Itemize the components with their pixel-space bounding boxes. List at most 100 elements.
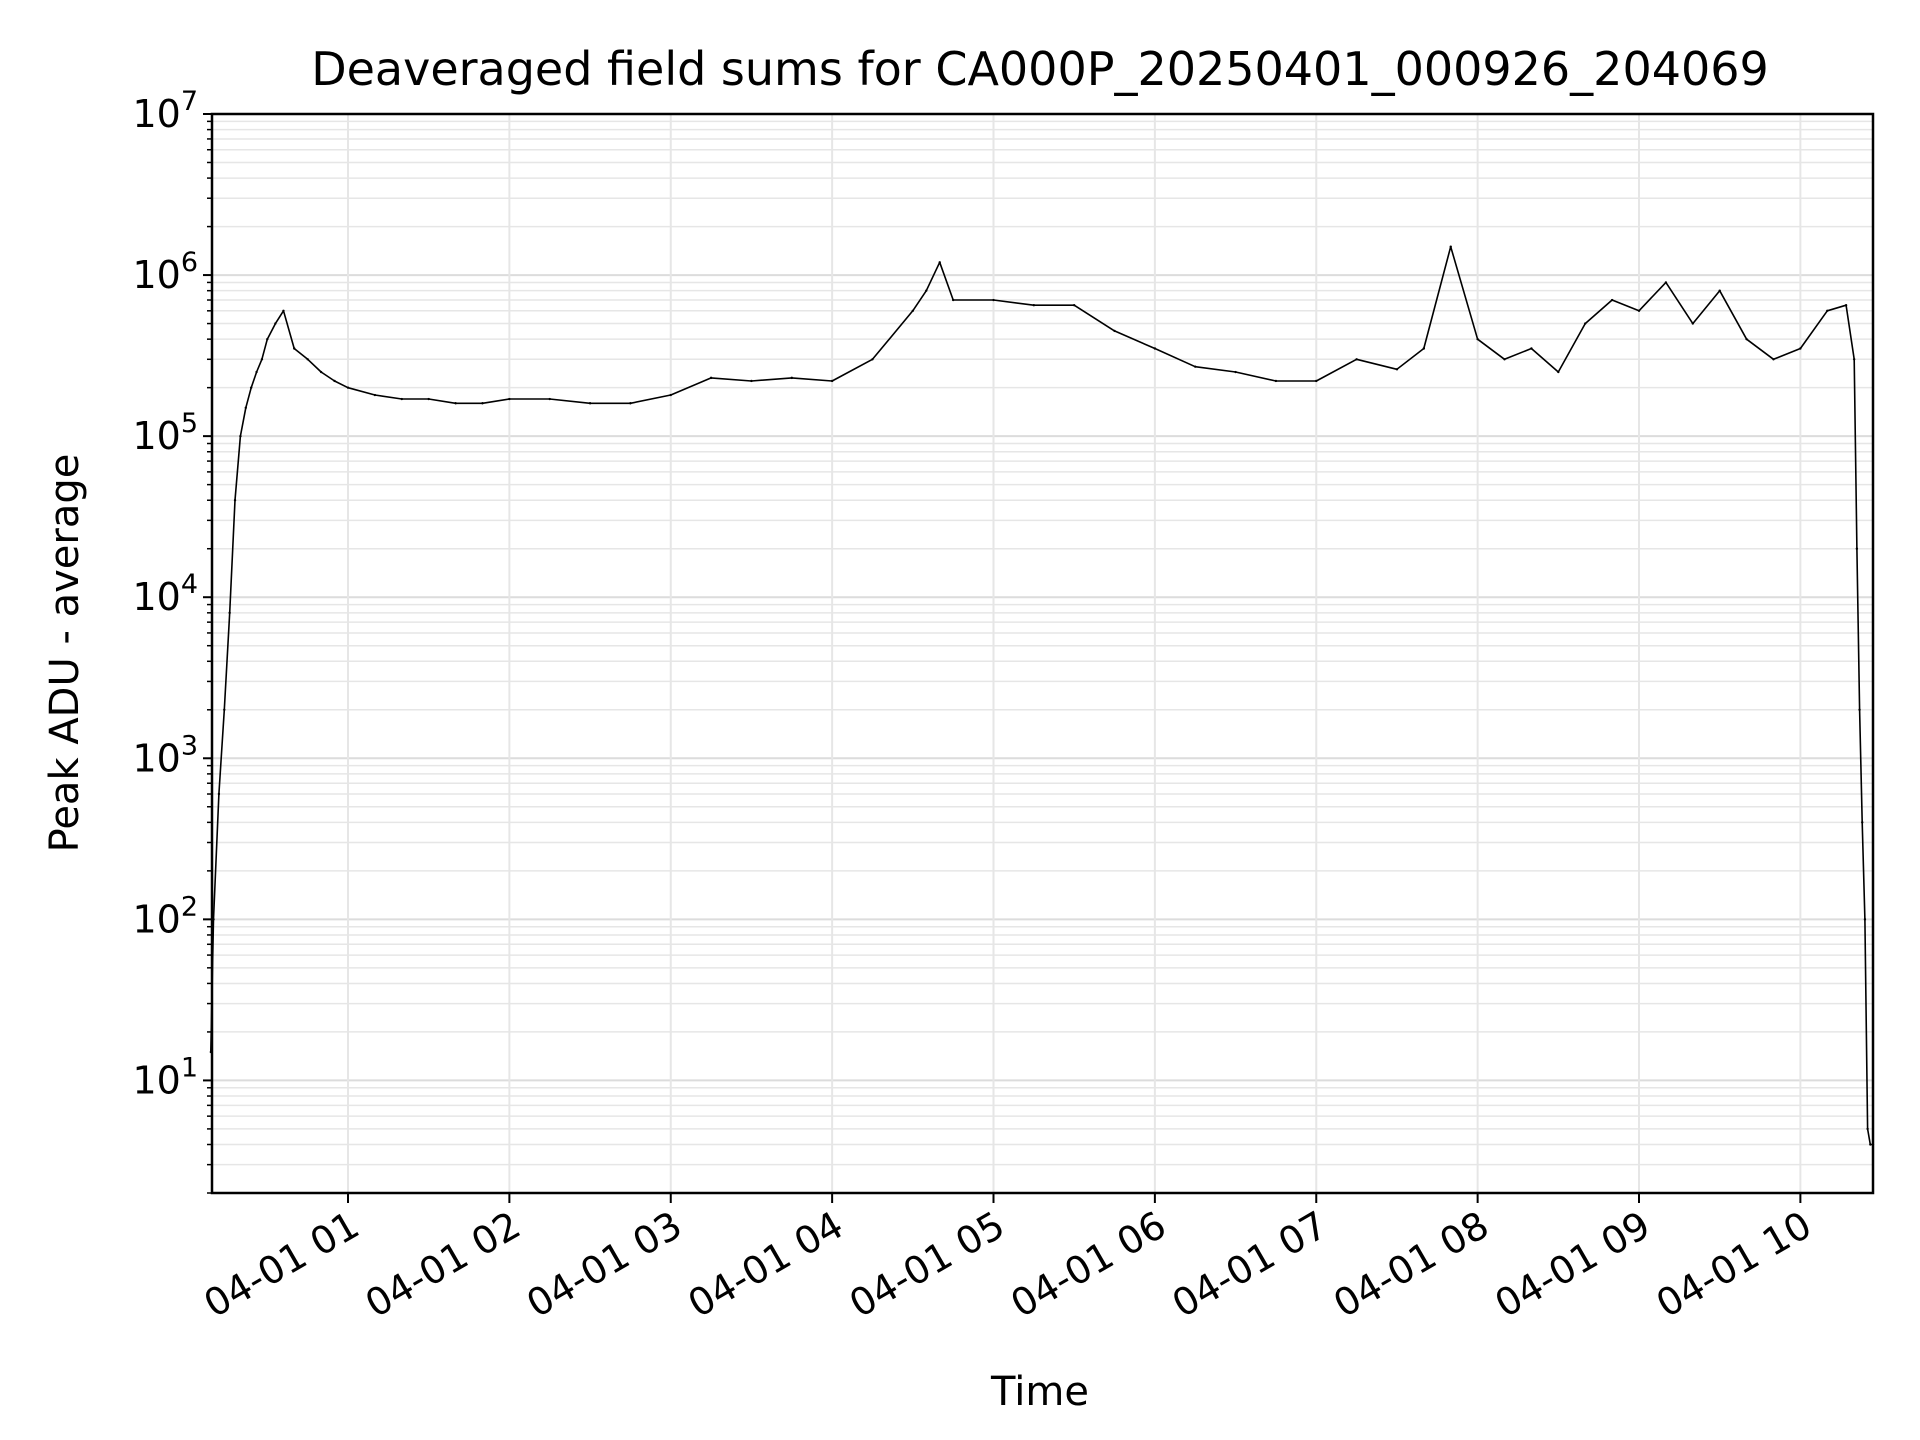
data-point bbox=[1449, 245, 1452, 248]
data-point bbox=[260, 358, 264, 361]
data-point bbox=[217, 792, 221, 796]
data-point bbox=[1861, 821, 1864, 824]
data-point bbox=[1664, 281, 1668, 284]
data-point bbox=[1274, 379, 1278, 383]
data-point bbox=[548, 397, 551, 401]
x-axis-label: Time bbox=[990, 1369, 1089, 1415]
data-point bbox=[1799, 347, 1802, 350]
data-point bbox=[1072, 304, 1076, 307]
series-line bbox=[210, 245, 1873, 1146]
data-point bbox=[1503, 358, 1506, 361]
y-tick-base: 10 bbox=[132, 92, 180, 136]
y-tick-exponent: 6 bbox=[181, 247, 198, 278]
data-point bbox=[911, 309, 915, 313]
y-tick-base: 10 bbox=[132, 736, 180, 780]
data-point bbox=[306, 358, 309, 361]
data-point bbox=[871, 358, 874, 361]
data-point bbox=[1422, 347, 1426, 350]
data-point bbox=[266, 337, 269, 341]
y-tick-exponent: 3 bbox=[181, 730, 198, 761]
data-point bbox=[1395, 368, 1399, 371]
data-point bbox=[629, 402, 632, 405]
data-point bbox=[244, 406, 247, 409]
data-point bbox=[1855, 547, 1859, 550]
data-point bbox=[508, 397, 511, 401]
y-tick-exponent: 2 bbox=[181, 891, 198, 922]
data-point bbox=[1530, 347, 1533, 350]
data-point bbox=[1234, 370, 1237, 374]
data-point bbox=[239, 434, 242, 438]
y-tick-exponent: 1 bbox=[181, 1052, 198, 1083]
data-point bbox=[1584, 322, 1587, 325]
data-point bbox=[274, 322, 277, 325]
data-point bbox=[223, 708, 226, 711]
y-axis-label: Peak ADU - average bbox=[42, 454, 88, 853]
data-point bbox=[750, 379, 753, 383]
data-point bbox=[1866, 1127, 1869, 1131]
data-point bbox=[830, 379, 834, 383]
data-point bbox=[1637, 309, 1641, 313]
data-point bbox=[992, 298, 995, 302]
data-point bbox=[233, 499, 237, 502]
y-tick-base: 10 bbox=[132, 575, 180, 619]
data-point bbox=[951, 298, 955, 302]
data-point bbox=[255, 370, 258, 374]
y-tick-label: 101 bbox=[132, 1052, 198, 1102]
data-point bbox=[1718, 289, 1721, 292]
data-point bbox=[669, 393, 672, 397]
data-point bbox=[1852, 358, 1856, 361]
data-point bbox=[228, 611, 231, 615]
data-point bbox=[709, 376, 713, 380]
data-point bbox=[319, 370, 323, 374]
y-tick-exponent: 4 bbox=[181, 569, 198, 600]
y-tick-label: 103 bbox=[132, 730, 198, 780]
chart-title: Deaveraged field sums for CA000P_2025040… bbox=[311, 42, 1769, 96]
y-tick-label: 105 bbox=[132, 408, 198, 458]
y-tick-base: 10 bbox=[132, 414, 180, 458]
data-point bbox=[373, 393, 377, 397]
data-point bbox=[1610, 298, 1614, 302]
plot-frame bbox=[210, 112, 1875, 1195]
data-point bbox=[249, 386, 253, 389]
data-point bbox=[346, 386, 350, 389]
y-tick-label: 104 bbox=[132, 569, 198, 619]
data-point bbox=[925, 289, 928, 292]
grid bbox=[212, 113, 1873, 1194]
data-point bbox=[1315, 379, 1318, 383]
data-point bbox=[333, 379, 336, 383]
data-point bbox=[282, 309, 285, 313]
data-point bbox=[1194, 365, 1197, 368]
series-group bbox=[209, 245, 1875, 1146]
data-point bbox=[1858, 708, 1861, 711]
data-point bbox=[1869, 1143, 1872, 1146]
y-tick-base: 10 bbox=[132, 897, 180, 941]
data-point bbox=[1032, 304, 1036, 307]
data-point bbox=[1113, 329, 1116, 333]
data-point bbox=[1863, 918, 1867, 921]
data-point bbox=[1476, 337, 1479, 341]
y-tick-label: 106 bbox=[132, 247, 198, 297]
data-point bbox=[1355, 358, 1358, 361]
y-tick-label: 107 bbox=[132, 86, 198, 136]
data-point bbox=[1153, 347, 1157, 350]
data-point bbox=[1745, 337, 1748, 341]
data-point bbox=[400, 397, 403, 401]
data-point bbox=[1826, 309, 1829, 313]
data-point bbox=[938, 261, 941, 264]
data-point bbox=[1772, 358, 1775, 361]
data-point bbox=[588, 402, 592, 405]
data-point bbox=[1844, 304, 1848, 307]
data-point bbox=[1691, 322, 1694, 325]
data-point bbox=[481, 402, 484, 405]
y-tick-exponent: 5 bbox=[181, 408, 198, 439]
y-tick-exponent: 7 bbox=[181, 86, 198, 117]
data-point bbox=[293, 347, 296, 350]
y-tick-base: 10 bbox=[132, 1058, 180, 1102]
data-point bbox=[1557, 370, 1560, 374]
data-point bbox=[427, 397, 430, 401]
y-tick-base: 10 bbox=[132, 253, 180, 297]
data-point bbox=[454, 402, 457, 405]
